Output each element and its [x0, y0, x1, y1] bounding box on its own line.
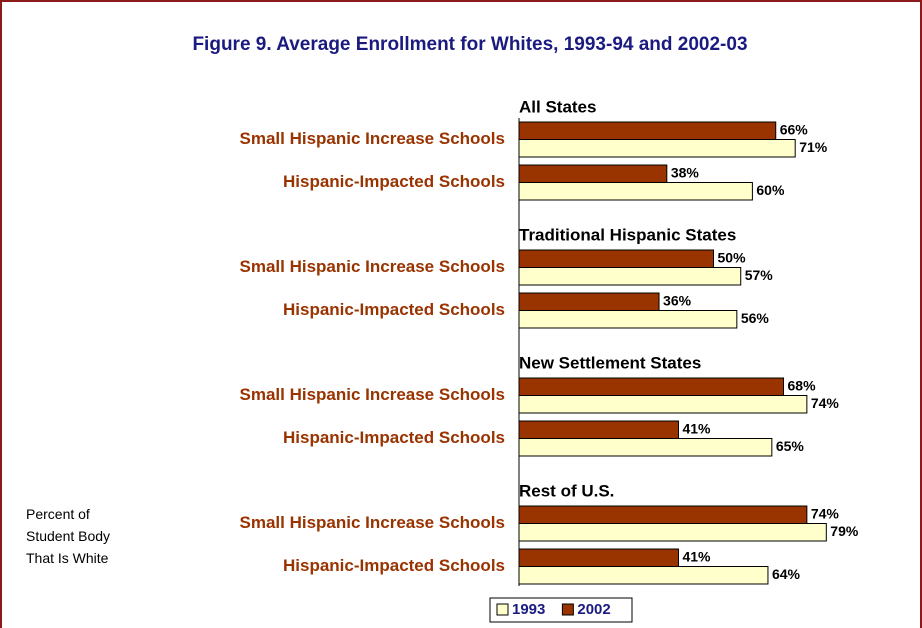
value-label: 71%: [799, 139, 828, 155]
legend: 1993 2002: [489, 597, 633, 623]
category-label: Hispanic-Impacted Schools: [283, 556, 505, 575]
category-label: Hispanic-Impacted Schools: [283, 428, 505, 447]
bar: [518, 377, 785, 396]
value-label: 36%: [663, 292, 692, 308]
bar: [518, 523, 827, 542]
value-label: 57%: [745, 267, 774, 283]
value-label: 50%: [718, 249, 747, 265]
bar: [518, 249, 714, 268]
bar: [518, 438, 773, 457]
value-label: 79%: [830, 523, 859, 539]
bar: [518, 420, 679, 439]
bar: [518, 267, 742, 286]
bar: [518, 164, 668, 183]
bar: [518, 548, 679, 567]
legend-swatch: [496, 603, 509, 616]
bar: [518, 139, 796, 158]
value-label: 64%: [772, 566, 801, 582]
category-label: Hispanic-Impacted Schools: [283, 300, 505, 319]
chart-title: Figure 9. Average Enrollment for Whites,…: [192, 34, 747, 55]
bar: [518, 566, 769, 585]
category-label: Small Hispanic Increase Schools: [239, 385, 505, 404]
group-label: Traditional Hispanic States: [519, 225, 736, 244]
category-label: Hispanic-Impacted Schools: [283, 172, 505, 191]
legend-label: 1993: [512, 601, 545, 618]
value-label: 41%: [682, 548, 711, 564]
value-label: 66%: [780, 121, 809, 137]
group-label: Rest of U.S.: [519, 481, 614, 500]
bar: [518, 395, 808, 414]
value-label: 38%: [671, 164, 700, 180]
legend-swatch: [561, 603, 574, 616]
bar: [518, 121, 777, 140]
axis-label: Percent of Student Body That Is White: [26, 506, 111, 566]
group-label: All States: [519, 97, 596, 116]
value-label: 41%: [682, 420, 711, 436]
bar: [518, 505, 808, 524]
bar: [518, 292, 660, 311]
legend-box: [489, 597, 633, 623]
value-label: 65%: [776, 438, 805, 454]
value-label: 74%: [811, 395, 840, 411]
legend-label: 2002: [577, 601, 610, 618]
value-label: 56%: [741, 310, 770, 326]
category-label: Small Hispanic Increase Schools: [239, 257, 505, 276]
bar: [518, 310, 738, 329]
bar: [518, 182, 753, 201]
category-label: Small Hispanic Increase Schools: [239, 513, 505, 532]
category-label: Small Hispanic Increase Schools: [239, 129, 505, 148]
value-label: 60%: [756, 182, 785, 198]
value-label: 68%: [788, 377, 817, 393]
value-label: 74%: [811, 505, 840, 521]
group-label: New Settlement States: [519, 353, 701, 372]
